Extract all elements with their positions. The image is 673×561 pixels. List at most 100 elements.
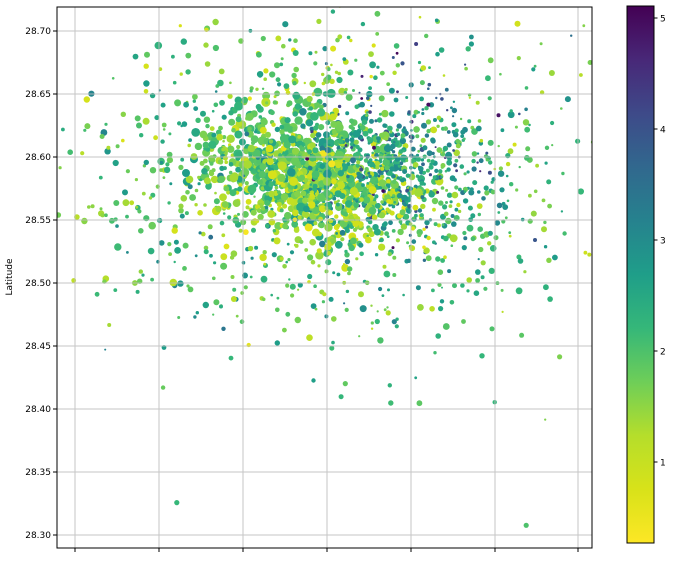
data-point: [203, 203, 207, 207]
data-point: [353, 139, 359, 145]
data-point: [159, 168, 164, 173]
data-point: [162, 176, 166, 180]
data-point: [267, 170, 277, 180]
data-point: [350, 205, 355, 209]
data-point: [547, 296, 553, 302]
data-point: [459, 164, 465, 169]
data-point: [432, 240, 436, 245]
data-point: [331, 340, 335, 345]
data-point: [452, 131, 459, 138]
data-point: [374, 318, 380, 325]
data-point: [411, 239, 417, 244]
data-point: [392, 194, 395, 197]
data-point: [239, 319, 245, 325]
data-point: [112, 159, 119, 167]
data-point: [463, 137, 466, 141]
data-point: [514, 125, 518, 129]
data-point: [469, 34, 474, 40]
data-point: [202, 141, 210, 149]
data-point: [436, 223, 441, 228]
data-point: [456, 202, 461, 208]
data-point: [332, 271, 336, 275]
data-point: [471, 151, 478, 157]
data-point: [497, 170, 505, 177]
data-point: [517, 258, 524, 264]
data-point: [213, 198, 220, 205]
colorbar-gradient: [627, 6, 654, 543]
data-point: [297, 215, 302, 220]
data-point: [218, 68, 225, 75]
data-point: [396, 132, 401, 137]
data-point: [450, 106, 453, 110]
data-point: [260, 118, 268, 126]
data-point: [355, 144, 360, 150]
data-point: [235, 314, 239, 318]
data-point: [384, 186, 388, 190]
data-point: [261, 87, 265, 91]
data-point: [356, 160, 361, 165]
data-point: [294, 316, 301, 324]
data-point: [243, 148, 250, 155]
data-point: [230, 275, 235, 279]
data-point: [274, 62, 280, 69]
data-point: [194, 142, 203, 151]
data-point: [307, 273, 313, 280]
data-point: [192, 93, 198, 100]
data-point: [311, 228, 320, 237]
data-point: [360, 124, 366, 131]
data-point: [499, 72, 502, 76]
data-point: [148, 221, 156, 230]
data-point: [350, 237, 357, 245]
data-point: [602, 264, 606, 268]
data-point: [343, 146, 346, 150]
data-point: [655, 187, 661, 193]
data-point: [392, 140, 396, 144]
data-point: [312, 183, 318, 189]
data-point: [442, 145, 449, 152]
data-point: [244, 131, 250, 137]
data-point: [288, 278, 291, 281]
data-point: [242, 211, 249, 218]
data-point: [400, 61, 405, 66]
data-point: [340, 136, 344, 139]
data-point: [414, 42, 419, 46]
data-point: [392, 255, 397, 260]
data-point: [419, 180, 425, 186]
data-point: [372, 145, 376, 150]
data-point: [487, 170, 492, 175]
data-point: [477, 258, 480, 261]
data-point: [354, 104, 360, 110]
data-point: [358, 242, 364, 248]
data-point: [541, 198, 546, 203]
data-point: [442, 204, 448, 210]
data-point: [285, 260, 289, 264]
data-point: [334, 183, 338, 188]
data-point: [304, 223, 313, 232]
data-point: [523, 270, 527, 274]
data-point: [400, 133, 406, 139]
data-point: [399, 176, 403, 179]
data-point: [518, 165, 521, 169]
data-point: [500, 288, 504, 292]
data-point: [342, 160, 346, 163]
data-point: [160, 385, 166, 390]
data-point: [232, 287, 237, 292]
data-point: [417, 233, 422, 238]
data-point: [380, 166, 385, 171]
data-point: [255, 87, 259, 92]
data-point: [329, 237, 337, 244]
data-point: [299, 239, 304, 244]
data-point: [420, 158, 425, 162]
data-point: [461, 319, 466, 324]
data-point: [338, 87, 346, 96]
data-point: [299, 145, 303, 150]
data-point: [382, 158, 390, 166]
data-point: [466, 224, 474, 232]
data-point: [229, 255, 235, 260]
data-point: [346, 35, 351, 40]
data-point: [169, 182, 173, 186]
data-point: [391, 56, 395, 59]
data-point: [303, 205, 310, 213]
data-point: [115, 224, 119, 228]
data-point: [134, 115, 141, 122]
